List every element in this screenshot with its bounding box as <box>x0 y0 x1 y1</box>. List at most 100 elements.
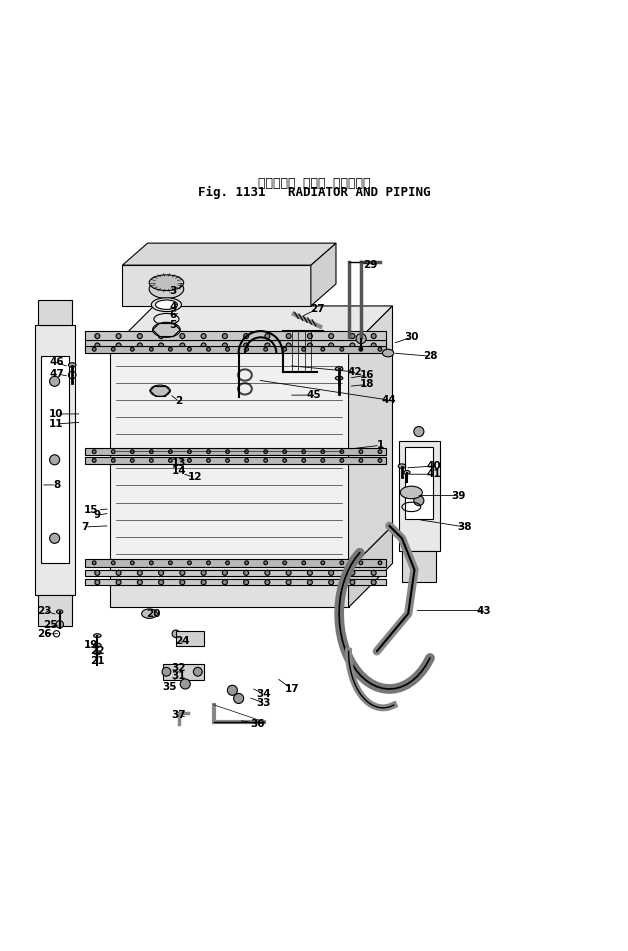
Circle shape <box>245 450 249 454</box>
Text: 6: 6 <box>169 310 176 320</box>
Text: 8: 8 <box>53 480 60 490</box>
Circle shape <box>222 571 227 575</box>
Circle shape <box>225 450 229 454</box>
Circle shape <box>371 571 376 575</box>
Text: 15: 15 <box>84 505 99 515</box>
Circle shape <box>111 347 115 351</box>
Bar <box>176 631 204 647</box>
Circle shape <box>283 561 286 565</box>
Polygon shape <box>122 243 336 265</box>
Ellipse shape <box>68 362 76 367</box>
Circle shape <box>264 347 268 351</box>
Text: 16: 16 <box>360 370 375 380</box>
Bar <box>85 570 386 576</box>
Text: 39: 39 <box>452 491 465 500</box>
Circle shape <box>264 450 268 454</box>
Circle shape <box>149 450 153 454</box>
Ellipse shape <box>141 609 157 618</box>
Circle shape <box>340 458 344 462</box>
Circle shape <box>92 458 96 462</box>
Bar <box>85 448 386 456</box>
Polygon shape <box>311 243 336 306</box>
Text: 19: 19 <box>84 640 98 650</box>
Text: 31: 31 <box>171 671 187 682</box>
Circle shape <box>225 347 229 351</box>
Circle shape <box>328 343 333 348</box>
Circle shape <box>168 561 172 565</box>
Circle shape <box>92 561 96 565</box>
Text: 12: 12 <box>187 473 202 482</box>
Circle shape <box>131 347 134 351</box>
Circle shape <box>302 347 306 351</box>
Text: 41: 41 <box>426 469 441 479</box>
Circle shape <box>245 458 249 462</box>
Circle shape <box>138 580 143 585</box>
Circle shape <box>328 571 333 575</box>
Circle shape <box>378 450 382 454</box>
Ellipse shape <box>400 486 422 498</box>
Circle shape <box>111 561 115 565</box>
Circle shape <box>116 334 121 339</box>
Circle shape <box>302 458 306 462</box>
Circle shape <box>111 458 115 462</box>
Polygon shape <box>110 306 392 350</box>
Circle shape <box>264 561 268 565</box>
Text: 20: 20 <box>146 609 161 619</box>
Circle shape <box>378 458 382 462</box>
Text: 13: 13 <box>171 458 187 468</box>
Text: 37: 37 <box>171 710 187 721</box>
Text: 10: 10 <box>49 409 64 419</box>
Circle shape <box>286 343 291 348</box>
Text: 22: 22 <box>90 647 105 656</box>
Circle shape <box>201 343 206 348</box>
Text: 25: 25 <box>43 620 58 630</box>
Bar <box>405 447 433 519</box>
Bar <box>38 300 72 325</box>
Circle shape <box>116 580 121 585</box>
Circle shape <box>350 343 355 348</box>
Text: 23: 23 <box>36 606 51 615</box>
Circle shape <box>286 580 291 585</box>
Circle shape <box>222 334 227 339</box>
Circle shape <box>359 458 363 462</box>
Circle shape <box>159 580 164 585</box>
Circle shape <box>302 561 306 565</box>
Circle shape <box>207 561 210 565</box>
Circle shape <box>138 571 143 575</box>
Circle shape <box>371 334 376 339</box>
Circle shape <box>172 630 180 637</box>
Circle shape <box>92 347 96 351</box>
Text: 46: 46 <box>49 358 64 367</box>
Text: 18: 18 <box>360 379 375 390</box>
Circle shape <box>193 668 202 676</box>
Text: 43: 43 <box>476 606 491 615</box>
Circle shape <box>149 458 153 462</box>
Circle shape <box>50 377 60 386</box>
Text: 38: 38 <box>457 522 472 532</box>
Text: 2: 2 <box>175 397 183 406</box>
Text: 24: 24 <box>175 635 190 646</box>
Circle shape <box>265 343 270 348</box>
Circle shape <box>131 458 134 462</box>
Circle shape <box>321 561 325 565</box>
Circle shape <box>378 347 382 351</box>
Text: 32: 32 <box>171 663 187 673</box>
Bar <box>110 570 349 608</box>
Circle shape <box>138 343 143 348</box>
Text: 17: 17 <box>284 684 300 694</box>
Circle shape <box>201 334 206 339</box>
Bar <box>85 579 386 586</box>
Polygon shape <box>349 526 392 608</box>
Circle shape <box>356 334 366 343</box>
Ellipse shape <box>94 643 101 647</box>
Ellipse shape <box>151 298 181 312</box>
Text: 29: 29 <box>364 261 377 270</box>
Bar <box>399 441 440 551</box>
Circle shape <box>340 561 344 565</box>
Text: 44: 44 <box>382 395 397 405</box>
Circle shape <box>180 571 185 575</box>
Polygon shape <box>349 306 392 570</box>
Circle shape <box>168 450 172 454</box>
Ellipse shape <box>155 300 178 309</box>
Circle shape <box>162 668 171 676</box>
